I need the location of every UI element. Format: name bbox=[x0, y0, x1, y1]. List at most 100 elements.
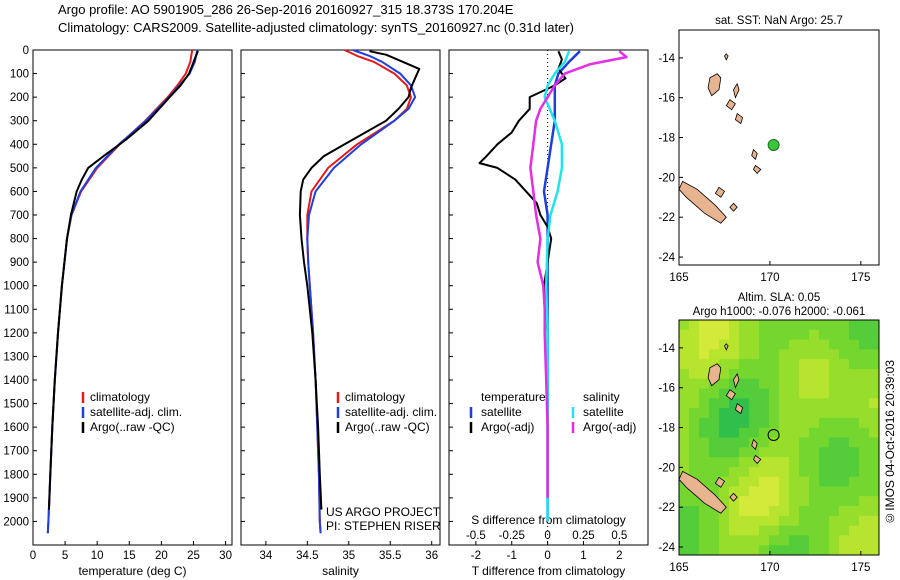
sla-cell bbox=[859, 329, 870, 341]
sla-cell bbox=[769, 496, 780, 507]
sla-cell bbox=[869, 388, 880, 399]
sla-cell bbox=[779, 515, 790, 527]
panel-frame-1 bbox=[32, 49, 233, 546]
sla-cell bbox=[729, 368, 740, 380]
sla-cell bbox=[819, 447, 830, 458]
temperature-legend-entry: satellite-adj. clim. bbox=[90, 405, 182, 419]
sla-cell bbox=[699, 437, 710, 448]
sla-cell bbox=[839, 408, 850, 419]
sla-cell bbox=[829, 437, 840, 448]
lat-tick-label: -18 bbox=[658, 133, 675, 145]
sla-cell bbox=[759, 466, 770, 478]
sla-cell bbox=[709, 525, 720, 536]
salinity-axis-tick-label: 35 bbox=[342, 550, 355, 562]
sla-cell bbox=[729, 427, 740, 438]
sla-cell bbox=[809, 349, 820, 360]
sla-cell bbox=[699, 398, 710, 409]
sla-cell bbox=[689, 427, 700, 438]
sla-cell bbox=[779, 329, 790, 341]
sla-cell bbox=[769, 457, 780, 468]
sla-cell bbox=[759, 417, 770, 429]
sla-cell bbox=[759, 349, 770, 360]
sla-cell bbox=[689, 437, 700, 448]
sla-cell bbox=[829, 368, 840, 380]
sla-cell bbox=[719, 427, 730, 438]
sla-cell bbox=[739, 349, 750, 360]
sla-cell bbox=[679, 398, 690, 409]
sla-cell bbox=[739, 476, 750, 487]
sla-cell bbox=[709, 329, 720, 341]
diff-series-blue bbox=[542, 50, 581, 522]
sla-cell bbox=[779, 417, 790, 429]
sla-cell bbox=[859, 427, 870, 438]
sla-cell bbox=[689, 535, 700, 546]
tdiff-axis-tick-label: 0 bbox=[544, 550, 550, 562]
sla-cell bbox=[759, 329, 770, 341]
sla-cell bbox=[689, 320, 700, 331]
sla-cell bbox=[759, 486, 770, 497]
sla-cell bbox=[739, 457, 750, 468]
sla-cell bbox=[819, 359, 830, 370]
sla-cell bbox=[839, 329, 850, 341]
sla-cell bbox=[809, 339, 820, 350]
sla-cell bbox=[809, 457, 820, 468]
sla-cell bbox=[759, 320, 770, 331]
sla-cell bbox=[749, 378, 760, 390]
depth-tick-label: 1400 bbox=[3, 375, 29, 387]
panel-frame-3 bbox=[448, 49, 649, 546]
depth-tick-label: 1600 bbox=[3, 422, 29, 434]
sla-cell bbox=[779, 457, 790, 468]
sla-cell bbox=[739, 388, 750, 399]
profile-title: Argo profile: AO 5901905_286 26-Sep-2016… bbox=[58, 2, 514, 17]
sla-cell bbox=[799, 378, 810, 390]
lat-tick-label: -24 bbox=[658, 252, 675, 264]
sla-cell bbox=[689, 447, 700, 458]
sla-cell bbox=[699, 417, 710, 429]
sla-cell bbox=[839, 368, 850, 380]
sla-cell bbox=[769, 339, 780, 350]
sla-cell bbox=[749, 408, 760, 419]
sla-cell bbox=[819, 378, 830, 390]
sla-cell bbox=[859, 457, 870, 468]
sla-cell bbox=[829, 525, 840, 536]
sla-cell bbox=[679, 535, 690, 546]
sla-cell bbox=[809, 535, 820, 546]
sla-cell bbox=[849, 525, 860, 536]
depth-tick-label: 2000 bbox=[3, 516, 29, 528]
sla-cell bbox=[829, 486, 840, 497]
lat-tick-label: -18 bbox=[658, 423, 675, 435]
lat-tick-label: -20 bbox=[658, 462, 675, 474]
sla-cell bbox=[839, 535, 850, 546]
sla-cell bbox=[799, 349, 810, 360]
sla-cell bbox=[709, 466, 720, 478]
tdiff-axis-tick-label: -1 bbox=[507, 550, 517, 562]
sla-cell bbox=[839, 525, 850, 536]
sla-cell bbox=[759, 437, 770, 448]
island bbox=[733, 372, 740, 389]
lon-tick-label: 170 bbox=[760, 272, 779, 284]
sla-cell bbox=[699, 320, 710, 331]
sla-cell bbox=[849, 447, 860, 458]
sla-map-subtitle: Argo h1000: -0.076 h2000: -0.061 bbox=[693, 306, 866, 318]
sla-cell bbox=[779, 320, 790, 331]
sla-cell bbox=[829, 506, 840, 517]
salinity-axis-label: salinity bbox=[322, 564, 359, 578]
sla-cell bbox=[789, 359, 800, 370]
sla-cell bbox=[719, 506, 730, 517]
sla-cell bbox=[719, 368, 730, 380]
sla-cell bbox=[759, 457, 770, 468]
sla-cell bbox=[769, 506, 780, 517]
sla-cell bbox=[769, 437, 780, 448]
temperature-series-black bbox=[48, 50, 199, 510]
depth-tick-label: 100 bbox=[10, 69, 29, 81]
sla-cell bbox=[689, 545, 700, 556]
sla-cell bbox=[759, 496, 770, 507]
sla-cell bbox=[829, 320, 840, 331]
sla-cell bbox=[749, 339, 760, 350]
sla-cell bbox=[759, 427, 770, 438]
sla-cell bbox=[679, 496, 690, 507]
sla-cell bbox=[799, 515, 810, 527]
temperature-series-red bbox=[46, 49, 194, 534]
sla-cell bbox=[829, 398, 840, 409]
sla-cell bbox=[819, 496, 830, 507]
